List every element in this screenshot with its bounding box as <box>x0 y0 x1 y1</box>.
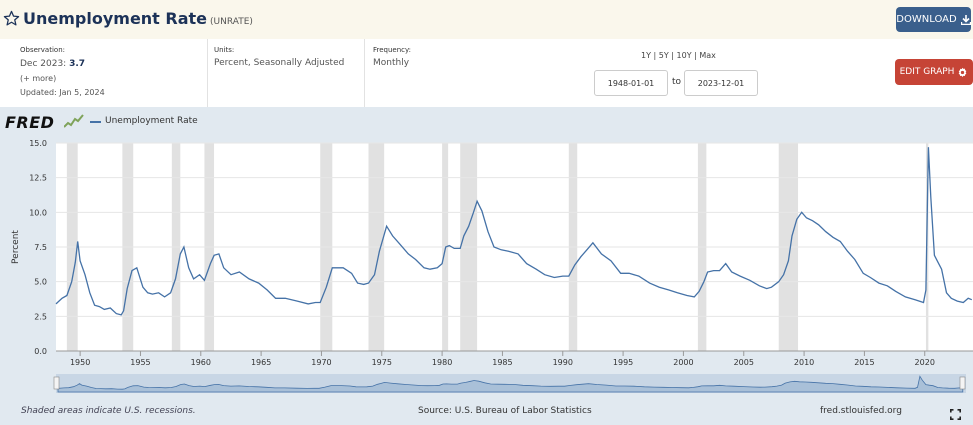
series-id: (UNRATE) <box>210 17 253 27</box>
x-axis: 1950 1955 1960 1965 1970 1975 1980 1985 1990 1995… <box>56 350 973 367</box>
observation-number: 3.7 <box>69 59 86 69</box>
x-tick-label: 1955 <box>130 358 150 367</box>
x-tick-label: 1970 <box>311 358 331 367</box>
recession-note: Shaded areas indicate U.S. recessions. <box>21 406 196 416</box>
x-tick-label: 1960 <box>191 358 211 367</box>
observation-value: Dec 2023: 3.7 <box>20 58 85 71</box>
navigator-left-handle[interactable] <box>53 376 60 390</box>
end-date-input[interactable]: 2023-12-01 <box>684 70 758 96</box>
edit-graph-button[interactable]: EDIT GRAPH <box>895 59 973 85</box>
fred-logo[interactable]: FRED <box>5 113 55 132</box>
x-tick-label: 1990 <box>553 358 573 367</box>
units-value: Percent, Seasonally Adjusted <box>214 58 345 68</box>
series-line <box>55 147 973 316</box>
series-info-panel: Observation: Dec 2023: 3.7 (+ more) Upda… <box>0 39 973 107</box>
frequency-value: Monthly <box>373 58 410 68</box>
star-icon[interactable] <box>3 10 20 27</box>
y-tick-label: 5.0 <box>34 278 47 287</box>
navigator-right-handle[interactable] <box>959 376 966 390</box>
y-axis: 0.0 2.5 5.0 7.5 10.0 12.5 15.0 <box>29 139 47 356</box>
y-tick-label: 10.0 <box>29 208 47 217</box>
x-tick-label: 1975 <box>372 358 392 367</box>
x-tick-label: 1995 <box>613 358 633 367</box>
units-section: Units: Percent, Seasonally Adjusted <box>208 39 365 107</box>
y-tick-label: 0.0 <box>34 347 47 356</box>
observation-section: Observation: Dec 2023: 3.7 (+ more) Upda… <box>0 39 208 107</box>
observation-label: Observation: <box>20 46 65 54</box>
x-tick-label: 2010 <box>794 358 814 367</box>
y-tick-label: 15.0 <box>29 139 47 148</box>
gear-icon <box>959 67 967 77</box>
date-range-shortcuts[interactable]: 1Y | 5Y | 10Y | Max <box>641 51 716 60</box>
date-separator: to <box>672 77 682 87</box>
series-title: Unemployment Rate <box>23 9 208 28</box>
edit-graph-label: EDIT GRAPH <box>899 67 955 77</box>
source-note: Source: U.S. Bureau of Labor Statistics <box>418 406 592 416</box>
x-tick-label: 2005 <box>734 358 754 367</box>
y-tick-label: 7.5 <box>34 243 47 252</box>
site-link[interactable]: fred.stlouisfed.org <box>820 406 902 416</box>
y-tick-label: 2.5 <box>34 312 47 321</box>
frequency-section: Frequency: Monthly <box>365 39 535 107</box>
page-title: Unemployment Rate (UNRATE) <box>23 9 253 28</box>
frequency-label: Frequency: <box>373 46 412 54</box>
fullscreen-icon[interactable] <box>950 409 961 420</box>
x-tick-label: 1980 <box>432 358 452 367</box>
x-tick-label: 2015 <box>854 358 874 367</box>
x-tick-label: 1965 <box>251 358 271 367</box>
download-label: DOWNLOAD <box>896 14 957 25</box>
download-icon <box>960 14 971 25</box>
download-button[interactable]: DOWNLOAD <box>896 7 971 32</box>
fred-logo-chart-icon <box>64 114 84 128</box>
updated-date: Updated: Jan 5, 2024 <box>20 88 105 97</box>
legend-label: Unemployment Rate <box>105 116 198 126</box>
navigator-series <box>57 375 964 393</box>
y-tick-label: 12.5 <box>29 174 47 183</box>
y-axis-label: Percent <box>11 230 21 264</box>
header-bar: Unemployment Rate (UNRATE) DOWNLOAD <box>0 0 973 39</box>
x-tick-label: 2000 <box>673 358 693 367</box>
x-tick-label: 1985 <box>492 358 512 367</box>
x-tick-label: 2020 <box>915 358 935 367</box>
units-label: Units: <box>214 46 235 54</box>
observation-date: Dec 2023: <box>20 59 67 69</box>
more-observations-link[interactable]: (+ more) <box>20 74 57 83</box>
start-date-input[interactable]: 1948-01-01 <box>594 70 668 96</box>
legend-swatch <box>90 121 101 123</box>
x-tick-label: 1950 <box>70 358 90 367</box>
